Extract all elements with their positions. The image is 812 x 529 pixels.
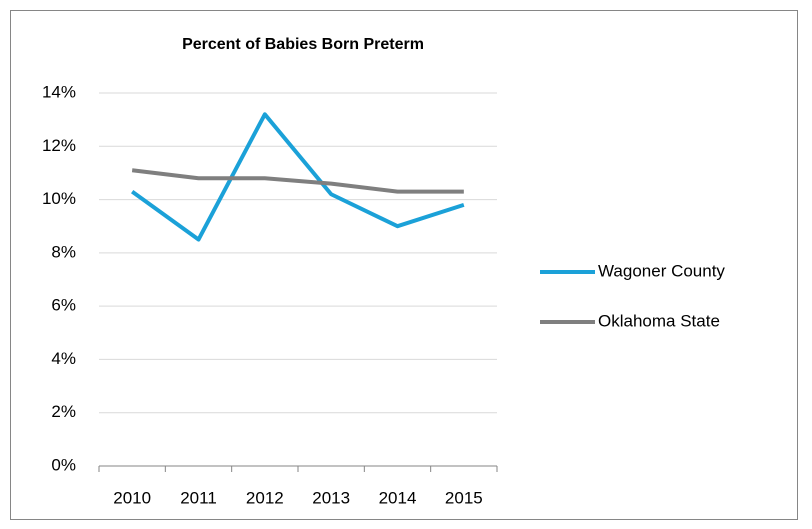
x-tick-label: 2010 [113, 488, 151, 507]
x-tick-label: 2014 [379, 488, 417, 507]
y-tick-label: 0% [51, 455, 76, 474]
x-tick-label: 2011 [180, 488, 217, 507]
x-tick-label: 2015 [445, 488, 483, 507]
series-line [130, 112, 465, 242]
y-tick-label: 10% [42, 189, 76, 208]
legend-label: Wagoner County [598, 261, 725, 280]
y-tick-label: 6% [51, 296, 76, 315]
y-tick-label: 2% [51, 402, 76, 421]
x-tick-label: 2013 [312, 488, 350, 507]
legend-label: Oklahoma State [598, 311, 720, 330]
y-tick-label: 12% [42, 136, 76, 155]
chart-frame [10, 10, 798, 520]
y-tick-label: 4% [51, 349, 76, 368]
series-line [131, 168, 464, 194]
chart-title: Percent of Babies Born Preterm [182, 36, 424, 53]
y-tick-label: 14% [42, 82, 76, 101]
y-tick-label: 8% [51, 242, 76, 261]
x-tick-label: 2012 [246, 488, 284, 507]
